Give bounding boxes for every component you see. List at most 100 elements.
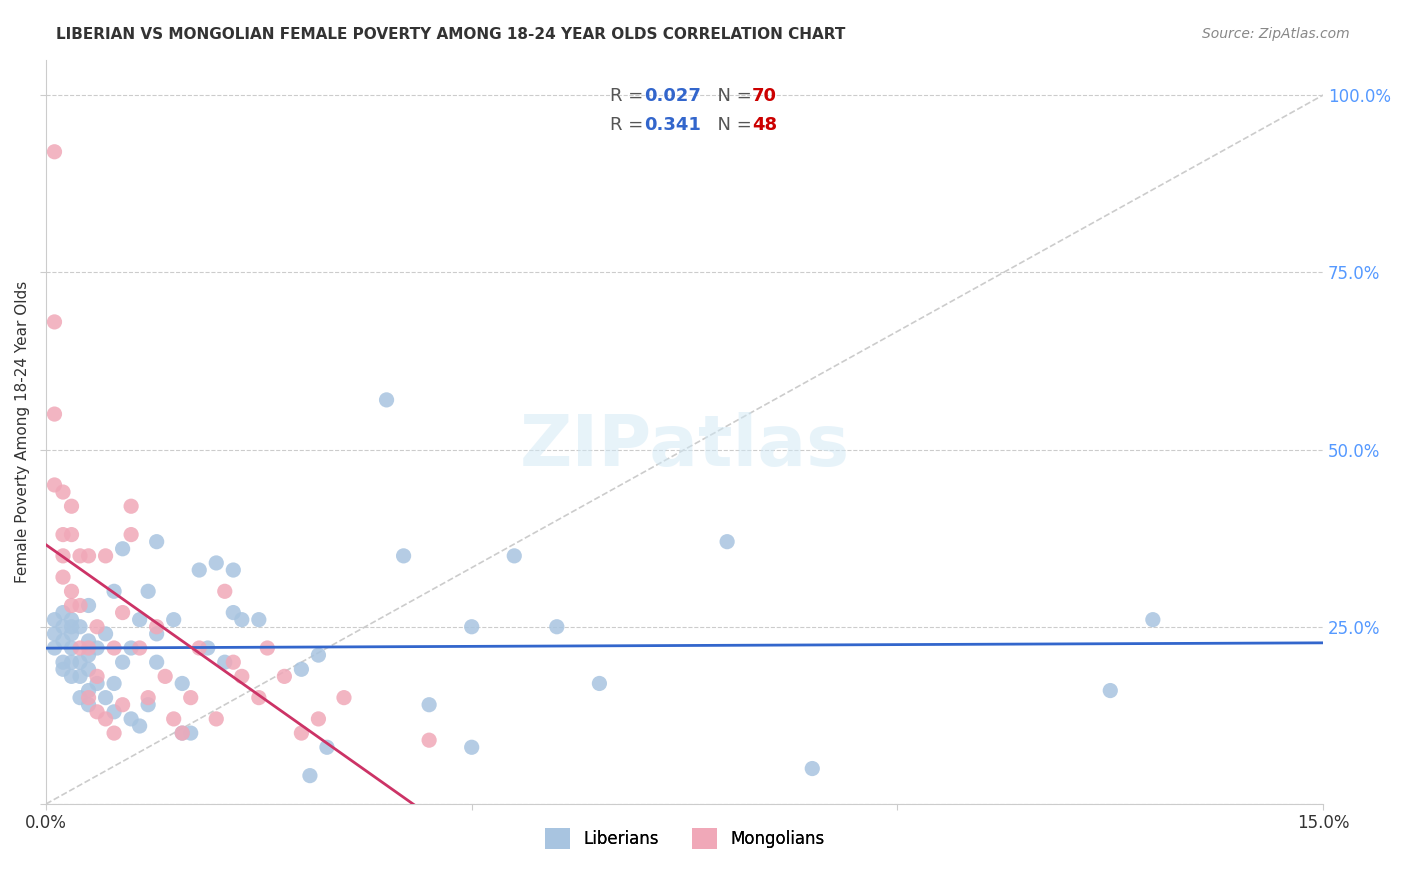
Point — [94, 690, 117, 705]
Point — [69, 669, 91, 683]
Point — [290, 662, 312, 676]
Point — [111, 606, 134, 620]
Text: LIBERIAN VS MONGOLIAN FEMALE POVERTY AMONG 18-24 YEAR OLDS CORRELATION CHART: LIBERIAN VS MONGOLIAN FEMALE POVERTY AMO… — [56, 27, 845, 42]
Point — [716, 534, 738, 549]
Point — [128, 640, 150, 655]
Point — [153, 669, 176, 683]
Point — [77, 634, 100, 648]
Point — [163, 712, 186, 726]
Point — [60, 620, 83, 634]
Point — [44, 478, 66, 492]
Point — [1099, 683, 1122, 698]
Point — [60, 655, 83, 669]
Point — [460, 740, 482, 755]
Point — [145, 620, 167, 634]
Point — [111, 541, 134, 556]
Point — [52, 606, 75, 620]
Point — [52, 485, 75, 500]
Point — [77, 640, 100, 655]
Point — [128, 613, 150, 627]
Point — [307, 648, 329, 662]
Point — [316, 740, 339, 755]
Point — [188, 563, 211, 577]
Point — [86, 620, 108, 634]
Point — [222, 563, 245, 577]
Point — [94, 712, 117, 726]
Point — [247, 690, 270, 705]
Point — [69, 640, 91, 655]
Point — [111, 655, 134, 669]
Point — [77, 683, 100, 698]
Point — [52, 570, 75, 584]
Text: 70: 70 — [752, 87, 778, 104]
Text: R =: R = — [610, 116, 650, 135]
Point — [163, 613, 186, 627]
Point — [136, 698, 159, 712]
Text: 48: 48 — [752, 116, 778, 135]
Text: R =: R = — [610, 87, 650, 104]
Point — [136, 690, 159, 705]
Point — [392, 549, 415, 563]
Point — [145, 534, 167, 549]
Text: 0.027: 0.027 — [644, 87, 700, 104]
Y-axis label: Female Poverty Among 18-24 Year Olds: Female Poverty Among 18-24 Year Olds — [15, 281, 30, 582]
Point — [44, 407, 66, 421]
Text: 0.341: 0.341 — [644, 116, 700, 135]
Point — [94, 627, 117, 641]
Point — [247, 613, 270, 627]
Point — [180, 726, 202, 740]
Point — [172, 676, 194, 690]
Legend: Liberians, Mongolians: Liberians, Mongolians — [538, 822, 831, 855]
Point — [77, 599, 100, 613]
Point — [103, 640, 125, 655]
Point — [60, 584, 83, 599]
Point — [52, 549, 75, 563]
Point — [222, 606, 245, 620]
Point — [180, 690, 202, 705]
Point — [145, 627, 167, 641]
Point — [69, 690, 91, 705]
Point — [136, 584, 159, 599]
Point — [588, 676, 610, 690]
Point — [120, 640, 142, 655]
Point — [801, 762, 824, 776]
Point — [60, 640, 83, 655]
Point — [60, 627, 83, 641]
Point — [256, 640, 278, 655]
Point — [86, 705, 108, 719]
Point — [120, 500, 142, 514]
Point — [418, 698, 440, 712]
Point — [69, 620, 91, 634]
Point — [60, 599, 83, 613]
Point — [52, 662, 75, 676]
Point — [231, 613, 253, 627]
Point — [86, 640, 108, 655]
Point — [375, 392, 398, 407]
Point — [103, 705, 125, 719]
Point — [60, 527, 83, 541]
Point — [222, 655, 245, 669]
Point — [60, 669, 83, 683]
Point — [52, 655, 75, 669]
Text: Source: ZipAtlas.com: Source: ZipAtlas.com — [1202, 27, 1350, 41]
Point — [197, 640, 219, 655]
Point — [503, 549, 526, 563]
Point — [52, 620, 75, 634]
Point — [69, 549, 91, 563]
Point — [103, 676, 125, 690]
Point — [77, 690, 100, 705]
Point — [546, 620, 568, 634]
Point — [205, 556, 228, 570]
Point — [86, 669, 108, 683]
Point — [52, 527, 75, 541]
Point — [94, 549, 117, 563]
Point — [77, 549, 100, 563]
Point — [44, 627, 66, 641]
Point — [290, 726, 312, 740]
Point — [77, 662, 100, 676]
Point — [60, 613, 83, 627]
Point — [44, 613, 66, 627]
Point — [52, 634, 75, 648]
Point — [44, 145, 66, 159]
Point — [333, 690, 356, 705]
